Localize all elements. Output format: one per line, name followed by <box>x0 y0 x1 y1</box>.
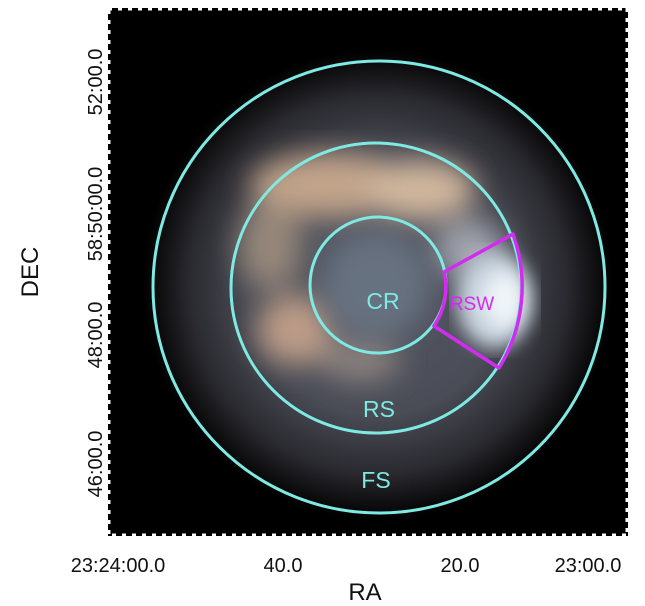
y-tick-label: 52:00.0 <box>85 49 107 116</box>
y-tick-label: 58:50:00.0 <box>85 167 107 262</box>
label-rs: RS <box>363 396 395 422</box>
x-axis-label: RA <box>348 579 381 606</box>
y-axis-label: DEC <box>17 247 44 298</box>
label-fs: FS <box>361 467 390 493</box>
image-panel <box>105 5 631 539</box>
label-cr: CR <box>366 288 399 314</box>
x-tick-label: 20.0 <box>441 555 480 577</box>
region-overlays: CR RS FS RSW <box>151 59 607 515</box>
y-tick-label: 48:00.0 <box>85 302 107 369</box>
outer-circle-fs <box>151 59 607 515</box>
y-tick-labels: 46:00.0 48:00.0 58:50:00.0 52:00.0 <box>85 49 107 498</box>
y-tick-label: 46:00.0 <box>85 431 107 498</box>
rsw-wedge <box>432 232 524 370</box>
x-tick-labels: 23:24:00.0 40.0 20.0 23:00.0 <box>71 555 622 577</box>
x-tick-label: 40.0 <box>264 555 303 577</box>
label-rsw: RSW <box>450 294 494 315</box>
x-tick-label: 23:24:00.0 <box>71 555 166 577</box>
x-tick-label: 23:00.0 <box>555 555 622 577</box>
